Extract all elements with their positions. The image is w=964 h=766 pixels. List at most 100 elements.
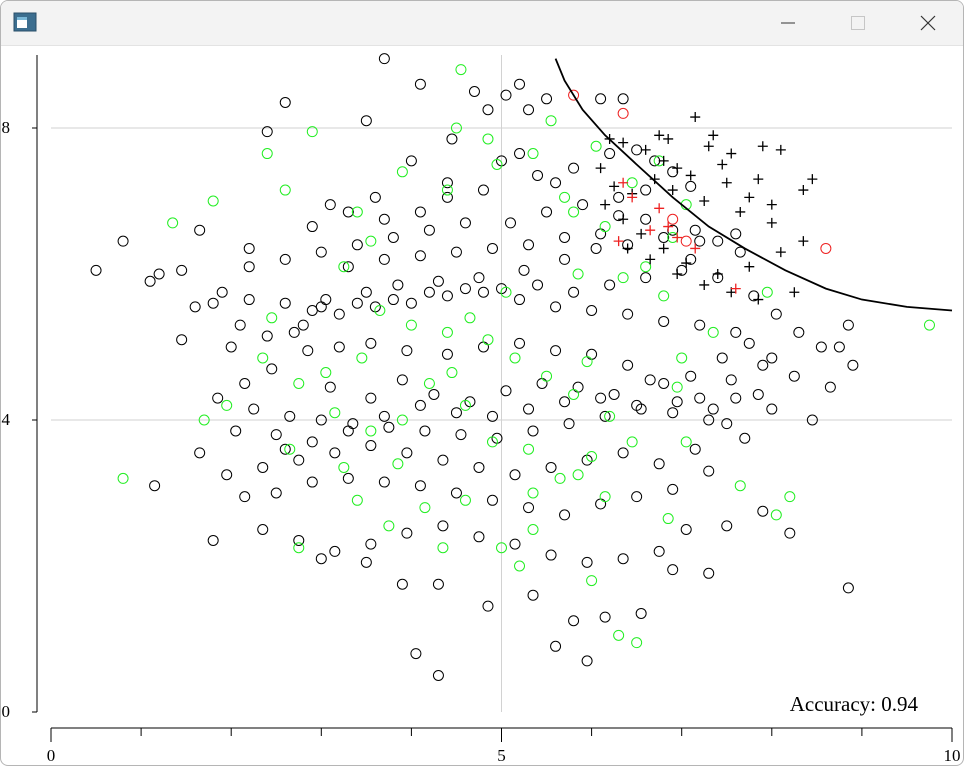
minimize-icon [781,22,795,24]
data-point [658,243,669,254]
data-point [414,480,426,492]
data-point [667,407,679,419]
data-point [689,224,701,236]
close-button[interactable] [905,1,951,45]
data-point [432,578,444,590]
data-point [207,195,219,207]
data-point [500,89,512,101]
maximize-button[interactable] [835,1,881,45]
data-point [572,381,584,393]
data-point [279,96,291,108]
data-point [662,513,674,525]
data-point [667,213,679,225]
data-point [667,483,679,495]
data-point [293,542,305,554]
data-point [230,425,242,437]
data-point [653,545,665,557]
data-point [459,217,471,229]
data-point [672,232,683,243]
data-point [631,144,643,156]
data-point [360,286,372,298]
data-point [270,487,282,499]
data-point [568,615,580,627]
data-point [365,538,377,550]
data-point [658,290,670,302]
data-point [459,494,471,506]
data-point [419,502,431,514]
close-icon [920,15,936,31]
data-point [586,305,598,316]
data-point [455,64,467,76]
data-point [708,130,719,141]
data-point [392,279,404,291]
data-point [622,308,634,320]
data-point [775,247,786,258]
data-point [221,399,233,411]
data-point [568,162,580,174]
data-point [459,283,471,295]
data-point [414,399,426,411]
data-point [514,337,526,349]
data-point [387,232,399,243]
data-point [636,228,647,239]
data-point [257,524,269,535]
data-point [369,191,381,203]
data-point [509,469,521,481]
data-point [725,374,737,386]
data-point [315,246,327,258]
data-point [608,388,620,400]
data-point [694,392,706,404]
data-point [703,414,715,426]
data-point [550,301,562,313]
data-point [324,381,336,393]
data-point [536,378,548,389]
data-point [396,374,408,386]
data-point [541,370,553,382]
data-point [523,443,535,455]
data-point [645,254,656,265]
data-point [712,235,724,247]
data-point [685,370,697,382]
data-point [595,228,607,240]
data-point [315,414,327,426]
data-point [509,538,521,550]
data-point [477,341,489,353]
data-point [577,199,589,211]
data-point [446,367,458,379]
data-point [527,589,539,601]
data-point [198,414,210,426]
data-point [270,429,282,441]
data-point [351,297,363,309]
data-point [717,159,728,170]
data-point [176,334,188,346]
data-point [423,286,435,298]
data-point [667,564,679,576]
data-point [432,670,444,681]
data-point [514,148,526,160]
data-point [842,319,854,331]
data-point [194,447,206,459]
data-point [545,461,557,473]
data-point [586,451,598,462]
data-point [450,122,462,134]
data-point [441,191,453,203]
data-point [550,345,562,357]
data-point [726,148,737,159]
minimize-button[interactable] [765,1,811,45]
title-bar[interactable] [1,1,963,46]
data-point [266,363,278,375]
data-point [225,341,237,353]
data-point [261,330,273,342]
data-point [721,520,733,532]
data-point [581,655,593,667]
data-point [315,301,327,313]
data-point [559,191,571,203]
data-point [743,337,755,349]
data-point [604,410,616,422]
data-point [599,611,611,623]
data-point [694,235,706,247]
data-point [631,491,643,503]
data-point [613,629,625,641]
data-point [468,86,480,97]
data-point [450,487,462,499]
